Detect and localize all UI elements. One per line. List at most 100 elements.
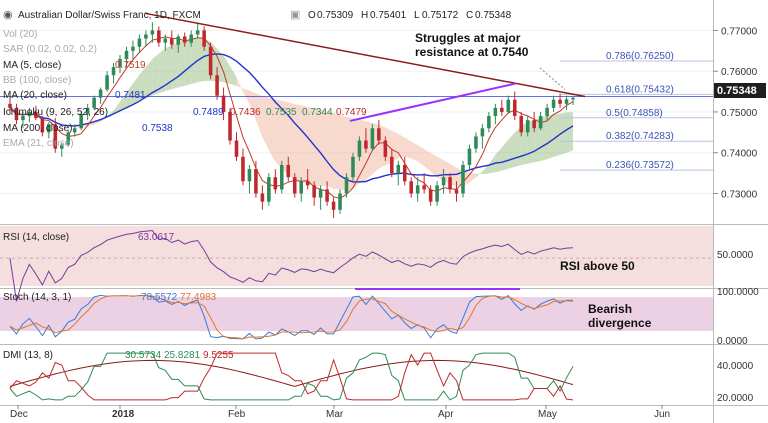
stoch-value-d: 77.4983 (180, 292, 217, 303)
candle-body-19 (131, 46, 135, 51)
candle-body-38 (254, 169, 258, 194)
ohlc-h-label: H (361, 10, 368, 21)
x-tick-label-3: Mar (326, 409, 344, 420)
candle-body-72 (474, 136, 478, 149)
candle-body-79 (519, 116, 524, 133)
dmi-plus-line (9, 352, 574, 401)
candle-body-2 (21, 116, 25, 121)
cloud-segment-64 (417, 145, 425, 167)
candle-body-27 (182, 36, 187, 43)
ohlc-h-value: 0.75401 (370, 10, 407, 21)
legend-ma5[interactable]: MA (5, close) (3, 60, 61, 71)
candle-body-14 (98, 89, 103, 98)
chart-title: Australian Dollar/Swiss Franc, 1D, FXCM (18, 10, 201, 21)
stoch-k-line (9, 294, 574, 340)
candle-body-62 (409, 181, 413, 194)
x-tick-label-4: Apr (438, 409, 454, 420)
rsi-line (9, 229, 574, 302)
candle-body-13 (92, 97, 96, 108)
x-tick-label-0: Dec (10, 409, 28, 420)
settings-icon[interactable]: ▣ (290, 9, 300, 21)
candle-body-29 (195, 30, 200, 35)
fibonacci-levels: 0.786(0.76250) 0.618(0.75432) 0.5(0.74858)… (560, 51, 713, 171)
candle-body-84 (551, 99, 556, 108)
candle-body-20 (137, 38, 142, 47)
legend-ma200[interactable]: MA (200, close) (3, 123, 72, 134)
candle-body-17 (118, 58, 122, 68)
cloud-segment-16 (107, 110, 114, 117)
rsi-label[interactable]: RSI (14, close) (3, 232, 69, 243)
candle-body-82 (538, 116, 543, 129)
candle-body-70 (461, 164, 465, 194)
legend-ema[interactable]: EMA (21, close) (3, 138, 74, 149)
candle-body-1 (14, 107, 19, 121)
candle-body-37 (247, 169, 252, 182)
x-tick-label-5: May (538, 409, 557, 420)
legend-ichimoku-v5: 0.7479 (336, 107, 367, 118)
dmi-tick-40: 40.0000 (717, 361, 754, 372)
candle-body-83 (545, 107, 549, 117)
annotation-pointer (539, 67, 566, 90)
candle-body-81 (532, 120, 536, 129)
cloud-segment-74 (482, 164, 489, 175)
cloud-segment-84 (547, 114, 554, 160)
legend-ichimoku[interactable]: Ichimoku (9, 26, 52, 26) (3, 107, 108, 118)
legend-sar[interactable]: SAR (0.02, 0.02, 0.2) (3, 44, 97, 55)
stoch-band (0, 297, 713, 331)
dmi-label[interactable]: DMI (13, 8) (3, 350, 53, 361)
stoch-label[interactable]: Stoch (14, 3, 1) (3, 292, 71, 303)
candle-body-26 (176, 36, 181, 45)
candle-body-87 (571, 97, 575, 100)
stoch-tick-0: 0.0000 (717, 336, 748, 347)
candle-body-56 (370, 128, 375, 149)
candle-body-8 (59, 144, 64, 149)
candle-body-11 (79, 114, 83, 129)
y-tick-label-0: 0.77000 (721, 26, 758, 37)
eye-icon[interactable]: ◉ (3, 9, 13, 21)
candle-body-75 (493, 107, 498, 117)
candle-body-9 (66, 132, 71, 145)
legend-bb[interactable]: BB (100, close) (3, 75, 71, 86)
cloud-segment-47 (307, 106, 315, 187)
candle-body-71 (467, 148, 472, 165)
dmi-tick-20: 20.0000 (717, 393, 754, 404)
legend-ma20[interactable]: MA (20, close) (3, 90, 67, 101)
candle-body-64 (422, 185, 426, 190)
candle-body-44 (292, 177, 297, 194)
legend-vol[interactable]: Vol (20) (3, 29, 37, 40)
legend-ma5-value: 0.7519 (115, 60, 146, 71)
indicator-lines (0, 36, 713, 199)
stoch-annotation-line1: Bearish (588, 302, 632, 316)
candle-body-63 (415, 185, 420, 194)
candle-body-85 (558, 99, 562, 104)
cloud-segment-43 (281, 100, 289, 176)
candle-body-28 (189, 34, 193, 43)
candle-body-32 (215, 75, 219, 96)
candle-body-86 (564, 99, 569, 104)
candle-body-47 (312, 185, 316, 198)
x-tick-label-2: Feb (228, 409, 246, 420)
dmi-adx-line (9, 359, 574, 387)
candle-body-42 (280, 164, 284, 190)
candle-body-15 (105, 75, 109, 90)
trend-lines (144, 12, 586, 122)
candle-body-46 (305, 181, 310, 186)
candle-body-80 (525, 120, 530, 133)
candlesticks (8, 22, 575, 218)
cloud-segment-27 (178, 40, 185, 88)
dmi-minus-line (9, 352, 574, 401)
candle-body-31 (208, 46, 213, 76)
fib-label-1: 0.618(0.75432) (606, 84, 674, 95)
cloud-segment-77 (501, 139, 509, 171)
cloud-segment-46 (301, 105, 308, 184)
candle-body-39 (260, 193, 265, 202)
cloud-segment-72 (469, 172, 476, 183)
fib-label-4: 0.236(0.73572) (606, 160, 674, 171)
stoch-tick-100: 100.0000 (717, 287, 759, 298)
resistance-annotation-line1: Struggles at major (415, 31, 521, 45)
legend-ma20-value: 0.7481 (115, 90, 146, 101)
cloud-segment-21 (139, 66, 146, 102)
candle-body-68 (448, 177, 452, 190)
cloud-segment-63 (411, 141, 418, 162)
